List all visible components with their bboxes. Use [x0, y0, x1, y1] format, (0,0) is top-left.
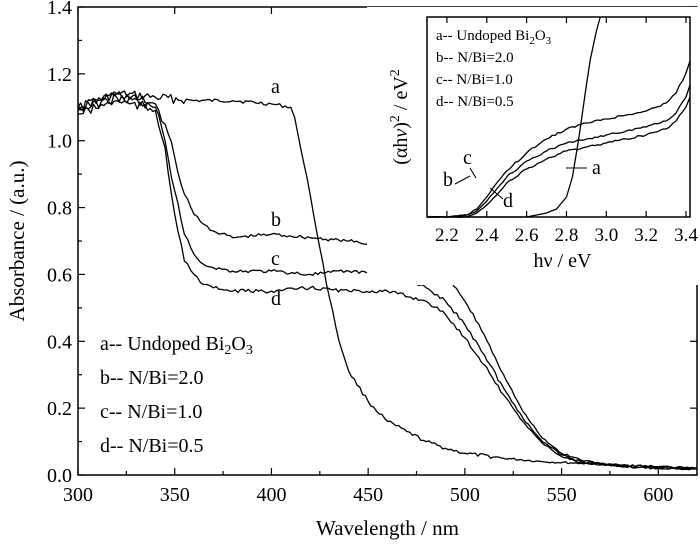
inset-legend-item-3: d-- N/Bi=0.5: [436, 94, 514, 110]
inset-x-tick-label-2.8: 2.8: [555, 225, 579, 246]
inset-series-c: [426, 84, 691, 218]
x-tick-label-400: 400: [256, 484, 286, 506]
inset-curve-label-b: b: [443, 169, 453, 191]
y-axis-title: Absorbance / (a.u.): [5, 161, 29, 322]
inset-y-title-mid: / eV: [390, 76, 412, 115]
main-curve-label-c: c: [271, 248, 280, 270]
main-curve-label-b: b: [271, 209, 281, 231]
inset-y-title-sup2: 2: [388, 69, 403, 76]
inset-legend-item-0-subscript-2: 3: [546, 35, 552, 47]
main-legend-item-0-text: a-- Undoped Bi: [100, 333, 225, 355]
inset-plot-frame: [426, 16, 691, 218]
x-tick-label-550: 550: [547, 484, 577, 506]
y-tick-label-0: 0.0: [47, 465, 72, 487]
x-tick-label-600: 600: [643, 484, 673, 506]
y-tick-label-0.2: 0.2: [47, 398, 72, 420]
inset-series-d: [426, 96, 691, 219]
inset-x-axis-title: hν / eV: [534, 250, 592, 272]
x-tick-label-500: 500: [450, 484, 480, 506]
inset-leader-d: [489, 187, 504, 200]
main-legend-item-0: a-- Undoped Bi2O3: [100, 333, 253, 358]
y-tick-label-1.2: 1.2: [47, 64, 72, 86]
x-tick-label-300: 300: [63, 484, 93, 506]
inset-leader-c: [469, 167, 477, 179]
inset-legend-item-1-text: b-- N/Bi=2.0: [436, 50, 514, 66]
inset-y-title-nu: ν: [390, 129, 412, 138]
inset-y-axis-title: (αhν)2 / eV2: [388, 69, 412, 165]
inset-y-title-sup: 2: [388, 115, 403, 122]
main-legend-item-0-subscript: 2: [224, 343, 231, 358]
x-tick-label-350: 350: [160, 484, 190, 506]
main-curve-label-d: d: [271, 288, 281, 310]
inset-x-tick-label-3: 3.0: [594, 225, 618, 246]
inset-x-tick-label-3.4: 3.4: [674, 225, 698, 246]
main-legend-item-1-text: b-- N/Bi=2.0: [100, 367, 204, 389]
inset-legend-item-1: b-- N/Bi=2.0: [436, 50, 514, 66]
main-series-d: [78, 99, 698, 471]
y-tick-label-0.8: 0.8: [47, 198, 72, 220]
x-tick-label-450: 450: [353, 484, 383, 506]
inset-y-title-open: (αh: [390, 138, 412, 165]
inset-x-tick-label-2.4: 2.4: [475, 225, 499, 246]
inset-legend-item-3-text: d-- N/Bi=0.5: [436, 94, 514, 110]
x-axis-title: Wavelength / nm: [316, 516, 459, 540]
y-tick-label-1.4: 1.4: [47, 0, 72, 19]
inset-legend-item-2-text: c-- N/Bi=1.0: [436, 72, 513, 88]
main-legend-item-2-text: c-- N/Bi=1.0: [100, 401, 202, 423]
inset-curve-label-a: a: [592, 157, 601, 179]
inset-chart: 2.2 2.4 2.6 2.8 3.0 3.2 3.4hν / eV(αhν)2 / eV2…: [367, 7, 698, 285]
main-legend-item-1: b-- N/Bi=2.0: [100, 367, 204, 389]
y-tick-label-0.6: 0.6: [47, 264, 72, 286]
inset-legend-item-0-text-mid: O: [535, 28, 546, 44]
inset-legend-item-0: a-- Undoped Bi2O3: [436, 28, 552, 47]
inset-x-tick-label-2.6: 2.6: [515, 225, 539, 246]
main-legend-item-3-text: d-- N/Bi=0.5: [100, 435, 204, 457]
main-legend-item-0-text-mid: O: [231, 333, 245, 355]
inset-legend-item-0-text: a-- Undoped Bi: [436, 28, 529, 44]
inset-legend-item-0-subscript: 2: [529, 35, 535, 47]
inset-x-tick-label-3.2: 3.2: [634, 225, 658, 246]
main-legend-item-2: c-- N/Bi=1.0: [100, 401, 202, 423]
main-curve-label-a: a: [271, 76, 280, 98]
y-tick-label-0.4: 0.4: [47, 331, 72, 353]
inset-legend-item-2: c-- N/Bi=1.0: [436, 72, 513, 88]
inset-leader-b: [454, 175, 471, 185]
inset-curve-label-c: c: [463, 147, 472, 169]
main-legend-item-0-subscript-2: 3: [246, 343, 253, 358]
inset-x-tick-label-2.2: 2.2: [435, 225, 459, 246]
main-legend-item-3: d-- N/Bi=0.5: [100, 435, 204, 457]
y-tick-label-1: 1.0: [47, 131, 72, 153]
inset-curve-label-d: d: [503, 190, 513, 212]
inset-y-title-close: ): [390, 122, 412, 129]
inset-background: [367, 7, 698, 285]
